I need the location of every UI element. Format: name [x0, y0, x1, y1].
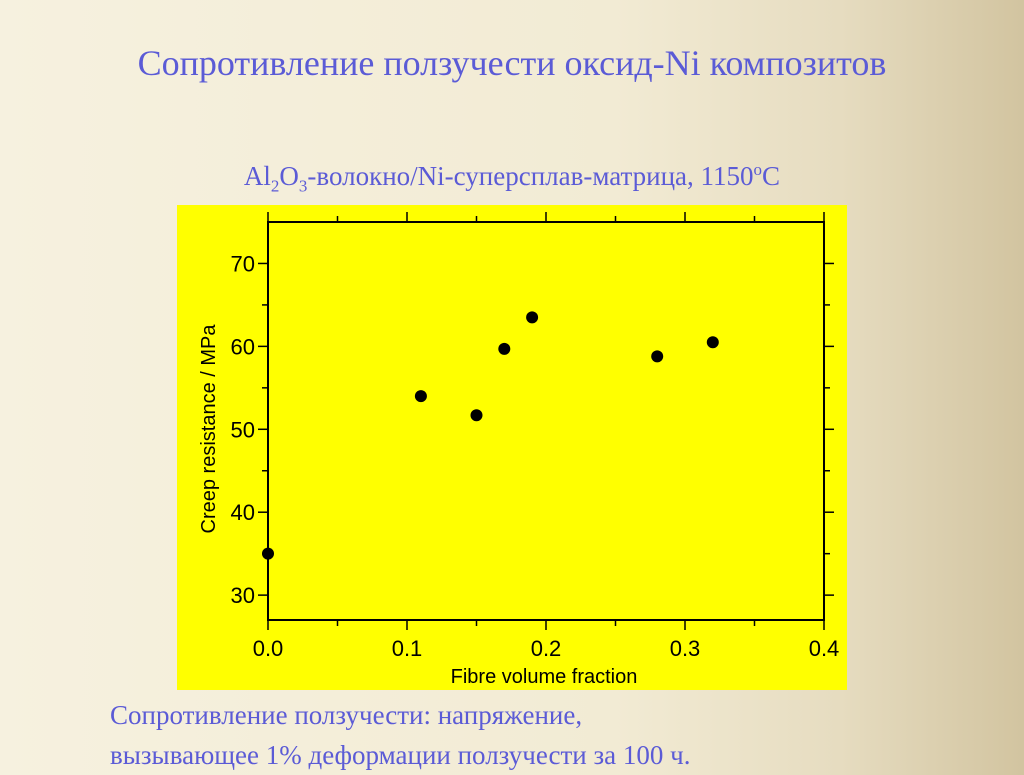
caption-line-1: Сопротивление ползучести: напряжение,: [110, 700, 583, 730]
x-axis-label: Fibre volume fraction: [451, 666, 638, 688]
caption: Сопротивление ползучести: напряжение, вы…: [110, 695, 690, 775]
data-point: [526, 311, 539, 324]
subtitle-o: O: [279, 161, 299, 191]
chart-subtitle: Al2O3-волокно/Ni-суперсплав-матрица, 115…: [0, 160, 1024, 196]
y-tick-label: 40: [231, 500, 255, 525]
data-point: [651, 350, 664, 363]
y-tick-label: 60: [231, 334, 255, 359]
scatter-chart: 0.0 0.1 0.2 0.3 0.4 30 40 50 60 70 Fibre volume fr…: [198, 212, 840, 688]
x-tick-label: 0.2: [531, 636, 562, 661]
data-point: [470, 409, 483, 422]
plot-frame: [267, 221, 825, 621]
x-tick-label: 0.0: [253, 636, 284, 661]
data-point: [498, 342, 511, 355]
data-point: [706, 336, 719, 349]
y-tick-label: 70: [231, 251, 255, 276]
chart-panel: 0.0 0.1 0.2 0.3 0.4 30 40 50 60 70 Fibre volume fr…: [177, 205, 847, 690]
subtitle-celsius: C: [762, 161, 781, 191]
x-tick-label: 0.3: [670, 636, 701, 661]
y-axis-label: Creep resistance / MPa: [198, 324, 220, 534]
y-tick-label: 50: [231, 417, 255, 442]
data-point: [414, 390, 427, 403]
x-tick-label: 0.4: [809, 636, 840, 661]
slide-title: Сопротивление ползучести оксид-Ni композ…: [137, 43, 887, 83]
subtitle-description: -волокно/Ni-суперсплав-матрица, 1150: [307, 161, 754, 191]
subtitle-al: Al: [243, 161, 271, 191]
subtitle-degree: o: [753, 160, 763, 179]
x-tick-label: 0.1: [392, 636, 423, 661]
caption-line-2: вызывающее 1% деформации ползучести за 1…: [110, 740, 691, 770]
subtitle-sub-2: 2: [270, 176, 280, 196]
subtitle-sub-3: 3: [298, 176, 308, 196]
y-tick-label: 30: [231, 583, 255, 608]
data-point: [262, 547, 274, 560]
